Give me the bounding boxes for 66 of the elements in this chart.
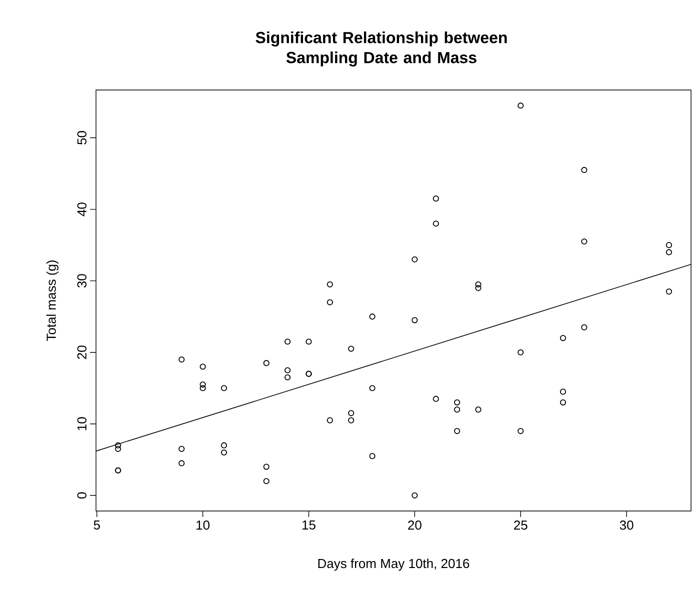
point — [560, 335, 566, 342]
point — [369, 314, 376, 320]
point — [518, 428, 524, 434]
point — [432, 196, 439, 202]
y-tick-label: 40 — [77, 202, 86, 216]
point — [581, 238, 588, 245]
point — [220, 442, 228, 448]
point — [326, 417, 333, 424]
point — [666, 249, 672, 256]
x-tick-label: 30 — [620, 520, 634, 530]
point — [348, 417, 354, 424]
y-tick-label: 10 — [77, 417, 86, 430]
point — [284, 374, 291, 380]
point — [178, 446, 185, 452]
point — [284, 367, 291, 374]
x-tick-label: 25 — [514, 520, 528, 530]
y-tick-label: 20 — [77, 346, 86, 359]
point — [412, 256, 418, 262]
point — [326, 281, 333, 288]
point — [560, 399, 566, 406]
point — [263, 360, 270, 366]
point — [326, 299, 333, 306]
point — [560, 388, 566, 395]
chart-title: Significant Relationship between Sampling Date and Mass — [256, 32, 507, 66]
point — [200, 382, 206, 388]
y-tick-label: 30 — [77, 274, 86, 288]
point — [475, 406, 482, 413]
point — [114, 442, 122, 448]
point — [454, 428, 460, 434]
x-axis-title: Days from May 10th, 2016 — [318, 558, 470, 571]
point — [666, 288, 672, 295]
point — [306, 338, 312, 345]
point — [263, 478, 270, 484]
point — [220, 385, 228, 392]
point — [200, 385, 206, 392]
x-tick-label: 20 — [408, 520, 422, 530]
point — [454, 399, 460, 406]
y-axis-title: Total mass (g) — [46, 260, 58, 342]
x-tick-label: 10 — [196, 520, 210, 530]
x-tick-label: 15 — [302, 520, 316, 530]
point — [369, 453, 376, 460]
point — [475, 284, 482, 292]
point — [518, 102, 524, 109]
point — [369, 385, 376, 392]
point — [178, 460, 185, 466]
point — [348, 410, 354, 416]
y-tick-label: 0 — [77, 492, 86, 499]
x-tick-label: 5 — [94, 520, 100, 530]
point — [432, 220, 439, 227]
point — [581, 324, 588, 330]
point — [178, 356, 185, 363]
point — [200, 364, 206, 370]
point — [412, 492, 418, 498]
point — [284, 338, 291, 345]
point — [581, 166, 588, 173]
point — [220, 449, 228, 456]
point — [114, 446, 122, 452]
point — [475, 281, 482, 288]
point — [454, 406, 460, 413]
point — [348, 346, 354, 352]
point — [412, 317, 418, 324]
y-tick-label: 50 — [77, 131, 86, 144]
point — [432, 396, 439, 402]
point — [518, 349, 524, 356]
point — [263, 464, 270, 470]
point — [666, 242, 672, 248]
